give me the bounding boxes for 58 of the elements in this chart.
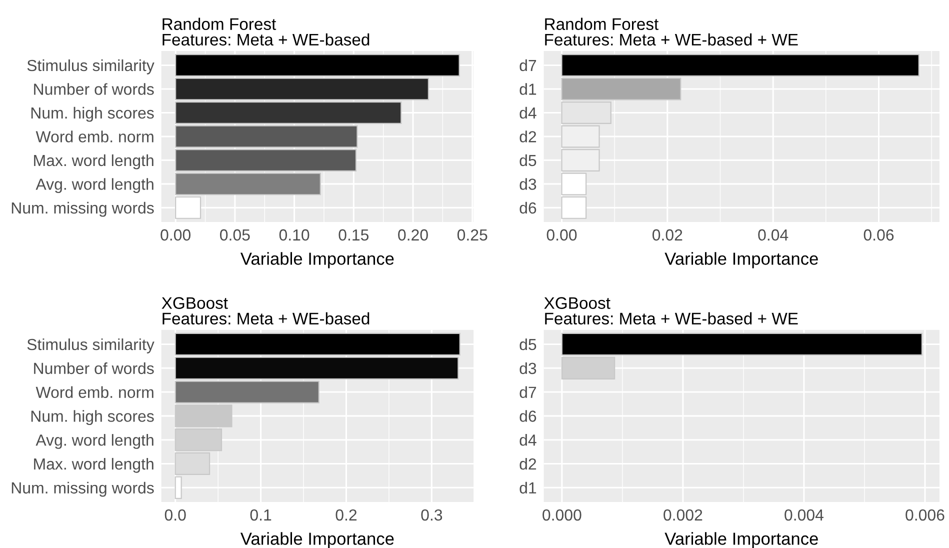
y-tick-label: d1 [520, 482, 536, 494]
y-tick-label: d5 [520, 338, 536, 350]
y-tick-label: d5 [520, 154, 536, 166]
x-axis-title: Variable Importance [664, 252, 818, 268]
chart-subtitle: Features: Meta + WE-based [162, 312, 370, 325]
x-axis-title: Variable Importance [240, 252, 394, 268]
chart-title: XGBoost [544, 297, 610, 309]
x-axis-title: Variable Importance [240, 532, 394, 548]
chart-subtitle: Features: Meta + WE-based + WE [545, 33, 798, 46]
y-tick-label: d6 [520, 202, 536, 214]
x-tick-label: 0.06 [864, 229, 894, 241]
x-tick-label: 0.000 [542, 509, 582, 521]
x-tick-label: 0.004 [784, 509, 824, 521]
x-tick-label: 0.00 [546, 229, 577, 241]
y-tick-label: Number of words [34, 83, 154, 95]
x-tick-label: 0.20 [398, 229, 428, 241]
y-tick-label: d3 [520, 178, 536, 190]
y-tick-label: Max. word length [34, 154, 154, 170]
y-tick-label: Num. high scores [31, 106, 154, 122]
chart-title: Random Forest [162, 18, 276, 30]
y-tick-label: Max. word length [34, 458, 154, 473]
x-tick-label: 0.0 [164, 509, 186, 521]
chart-subtitle: Features: Meta + WE-based + WE [545, 312, 798, 325]
y-tick-label: Num. high scores [31, 410, 154, 426]
y-tick-label: d7 [520, 59, 536, 72]
y-tick-label: d1 [520, 83, 536, 95]
x-tick-label: 0.05 [220, 229, 250, 241]
y-tick-label: Num. missing words [12, 202, 154, 217]
y-tick-label: d2 [520, 130, 536, 142]
y-tick-label: Avg. word length [36, 434, 154, 449]
y-tick-label: d3 [520, 362, 536, 374]
y-tick-label: Num. missing words [12, 482, 154, 497]
y-tick-label: d7 [520, 386, 536, 398]
y-tick-label: d4 [520, 106, 536, 119]
y-tick-label: Number of words [34, 362, 154, 374]
x-tick-label: 0.3 [421, 509, 442, 521]
chart-subtitle: Features: Meta + WE-based [162, 33, 370, 46]
x-tick-label: 0.1 [250, 509, 272, 521]
x-axis-title: Variable Importance [664, 532, 818, 548]
x-tick-label: 0.15 [338, 229, 369, 241]
y-tick-label: d4 [520, 434, 536, 446]
y-tick-label: d6 [520, 410, 536, 422]
y-tick-label: Stimulus similarity [27, 59, 154, 74]
chart-title: Random Forest [545, 18, 659, 30]
x-tick-label: 0.2 [336, 509, 357, 521]
y-tick-label: Word emb. norm [36, 130, 154, 142]
x-tick-label: 0.25 [457, 229, 488, 241]
x-tick-label: 0.00 [160, 229, 190, 241]
x-tick-label: 0.02 [652, 229, 682, 241]
y-tick-label: Word emb. norm [36, 386, 154, 398]
y-tick-label: Stimulus similarity [27, 338, 154, 354]
x-tick-label: 0.04 [758, 229, 788, 241]
x-tick-label: 0.10 [279, 229, 310, 241]
y-tick-label: Avg. word length [36, 178, 154, 194]
y-tick-label: d2 [520, 458, 536, 470]
x-tick-label: 0.002 [664, 509, 702, 521]
x-tick-label: 0.006 [906, 509, 944, 521]
chart-title: XGBoost [162, 297, 228, 309]
